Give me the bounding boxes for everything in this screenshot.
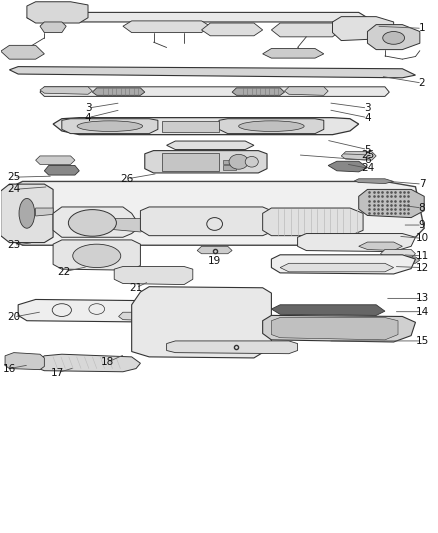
Text: 24: 24 (7, 184, 21, 195)
Polygon shape (1, 181, 424, 245)
Text: 6: 6 (364, 155, 371, 165)
Polygon shape (328, 161, 367, 172)
Polygon shape (44, 165, 79, 175)
Polygon shape (285, 87, 328, 95)
Ellipse shape (229, 155, 248, 169)
Text: 25: 25 (7, 172, 21, 182)
Bar (223, 165, 237, 169)
Polygon shape (40, 87, 92, 94)
Polygon shape (297, 233, 416, 252)
Polygon shape (359, 189, 424, 217)
Text: 3: 3 (85, 103, 92, 113)
Polygon shape (40, 87, 389, 96)
Polygon shape (123, 21, 210, 33)
Polygon shape (381, 249, 416, 258)
Polygon shape (145, 151, 267, 173)
Polygon shape (110, 219, 153, 232)
Text: 23: 23 (7, 240, 21, 250)
Polygon shape (53, 207, 141, 237)
Polygon shape (27, 2, 88, 23)
Ellipse shape (19, 198, 35, 228)
Ellipse shape (73, 244, 121, 268)
Text: 26: 26 (121, 174, 134, 184)
Text: 10: 10 (416, 233, 429, 244)
Polygon shape (332, 17, 394, 41)
Polygon shape (272, 255, 416, 274)
Polygon shape (219, 119, 324, 134)
Polygon shape (354, 179, 394, 183)
Polygon shape (162, 153, 219, 171)
Text: 22: 22 (57, 267, 71, 277)
Polygon shape (35, 208, 53, 216)
Polygon shape (40, 22, 66, 33)
Polygon shape (166, 341, 297, 354)
Text: 11: 11 (415, 251, 429, 261)
Text: 9: 9 (419, 220, 425, 230)
Text: 12: 12 (415, 263, 429, 272)
Polygon shape (141, 319, 228, 342)
Ellipse shape (383, 31, 405, 44)
Text: 14: 14 (415, 306, 429, 317)
Ellipse shape (245, 157, 258, 167)
Polygon shape (114, 266, 193, 285)
Text: 5: 5 (364, 144, 371, 155)
Text: 20: 20 (7, 312, 20, 322)
Text: 19: 19 (208, 256, 221, 266)
Polygon shape (263, 208, 363, 236)
Polygon shape (62, 119, 158, 134)
Text: 18: 18 (101, 357, 114, 367)
Polygon shape (232, 88, 285, 95)
Polygon shape (272, 305, 385, 316)
Polygon shape (272, 23, 341, 37)
Text: 8: 8 (419, 203, 425, 213)
Polygon shape (132, 287, 272, 358)
Polygon shape (359, 242, 403, 251)
Polygon shape (1, 45, 44, 59)
Text: 25: 25 (361, 150, 374, 160)
Polygon shape (141, 207, 285, 236)
Polygon shape (166, 141, 254, 150)
Text: 17: 17 (51, 368, 64, 378)
Bar (223, 160, 237, 165)
Text: 4: 4 (85, 112, 92, 123)
Text: 15: 15 (415, 336, 429, 346)
Ellipse shape (68, 209, 117, 236)
Text: 3: 3 (364, 103, 371, 113)
Polygon shape (35, 354, 141, 372)
Polygon shape (341, 152, 376, 160)
Polygon shape (381, 257, 420, 263)
Polygon shape (153, 332, 215, 340)
Text: 24: 24 (361, 163, 374, 173)
Polygon shape (367, 25, 420, 50)
Polygon shape (35, 156, 75, 165)
Polygon shape (53, 118, 359, 135)
Ellipse shape (77, 121, 143, 132)
Polygon shape (92, 88, 145, 95)
Polygon shape (10, 67, 416, 78)
Polygon shape (263, 316, 416, 342)
Polygon shape (5, 353, 44, 369)
Polygon shape (280, 263, 394, 272)
Polygon shape (119, 312, 162, 321)
Text: 4: 4 (364, 112, 371, 123)
Polygon shape (18, 300, 193, 322)
Polygon shape (201, 23, 263, 36)
Text: 13: 13 (415, 293, 429, 303)
Ellipse shape (239, 121, 304, 132)
Polygon shape (272, 318, 398, 340)
Polygon shape (263, 49, 324, 58)
Polygon shape (1, 184, 53, 243)
Text: 16: 16 (3, 364, 16, 374)
Polygon shape (162, 121, 219, 132)
Text: 21: 21 (129, 283, 143, 293)
Polygon shape (197, 246, 232, 254)
Text: 1: 1 (419, 23, 425, 34)
Polygon shape (27, 12, 367, 22)
Polygon shape (53, 240, 141, 270)
Text: 2: 2 (419, 78, 425, 88)
Text: 7: 7 (419, 179, 425, 189)
